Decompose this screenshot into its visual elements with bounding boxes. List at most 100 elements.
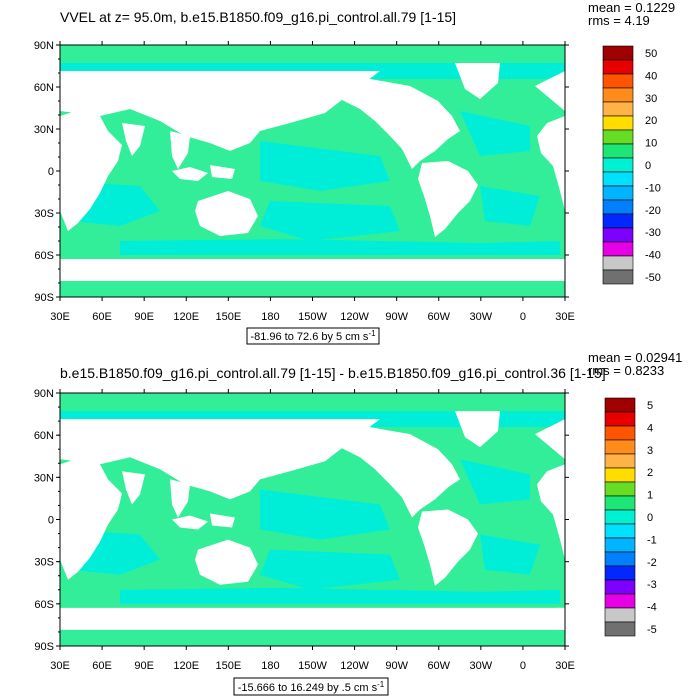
colorbar-label: -3 xyxy=(647,579,657,591)
colorbar-box xyxy=(604,481,636,497)
lat-tick-label: 90S xyxy=(34,292,54,304)
colorbar-label: 3 xyxy=(647,445,653,457)
colorbar-box xyxy=(604,621,636,637)
range-box xyxy=(233,677,389,696)
colorbar-label: 0 xyxy=(645,160,651,172)
lon-tick-label: 90W xyxy=(385,660,408,672)
lon-tick-label: 120E xyxy=(173,311,199,323)
lon-tick-label: 0 xyxy=(520,660,526,672)
lon-tick-label: 120W xyxy=(340,311,369,323)
colorbar-box xyxy=(604,565,636,581)
lon-tick-label: 60W xyxy=(427,660,450,672)
range-label: -15.666 to 16.249 by .5 cm s-1 xyxy=(238,680,385,694)
lon-tick-label: 30E xyxy=(555,311,575,323)
colorbar-box xyxy=(602,143,634,159)
colorbar-box xyxy=(602,73,634,89)
lon-tick-label: 60E xyxy=(92,660,112,672)
lon-tick-label: 30W xyxy=(470,660,493,672)
lat-tick-label: 60N xyxy=(34,82,54,94)
colorbar-box xyxy=(604,523,636,539)
colorbar-label: -30 xyxy=(645,227,661,239)
lon-tick-label: 90W xyxy=(385,311,408,323)
colorbar-label: -40 xyxy=(645,250,661,262)
colorbar-box xyxy=(602,129,634,145)
lon-tick-label: 90E xyxy=(134,660,154,672)
rms-label: rms = 4.19 xyxy=(588,13,650,28)
lat-tick-label: 0 xyxy=(48,166,54,178)
range-box xyxy=(246,327,380,345)
panel-title: VVEL at z= 95.0m, b.e15.B1850.f09_g16.pi… xyxy=(60,9,456,25)
colorbar-label: -4 xyxy=(647,602,657,614)
colorbar-box xyxy=(602,269,634,285)
lon-tick-label: 120E xyxy=(173,660,199,672)
colorbar-box xyxy=(604,579,636,595)
lat-tick-label: 60S xyxy=(34,250,54,262)
lat-tick-label: 30N xyxy=(34,124,54,136)
map-field xyxy=(60,45,565,297)
lat-tick-label: 30N xyxy=(34,472,54,484)
colorbar-box xyxy=(602,227,634,243)
lat-tick-label: 60S xyxy=(34,599,54,611)
colorbar-box xyxy=(604,607,636,623)
colorbar-box xyxy=(602,115,634,131)
colorbar-label: -5 xyxy=(647,624,657,636)
lon-tick-label: 180 xyxy=(261,311,279,323)
lon-tick-label: 30E xyxy=(50,311,70,323)
colorbar-label: 5 xyxy=(647,400,653,412)
mean-label: mean = 0.02941 xyxy=(588,350,682,365)
map-panel-1: VVEL at z= 95.0m, b.e15.B1850.f09_g16.pi… xyxy=(34,0,675,345)
colorbar-box xyxy=(602,241,634,257)
colorbar-label: 30 xyxy=(645,93,657,105)
panel-title: b.e15.B1850.f09_g16.pi_control.all.79 [1… xyxy=(60,365,606,381)
colorbar-box xyxy=(602,255,634,271)
lon-tick-label: 150W xyxy=(298,660,327,672)
colorbar-label: -1 xyxy=(647,534,657,546)
colorbar-label: 4 xyxy=(647,422,653,434)
colorbar-label: -2 xyxy=(647,557,657,569)
colorbar-box xyxy=(602,199,634,215)
colorbar-box xyxy=(604,467,636,483)
colorbar-box xyxy=(604,551,636,567)
colorbar-box xyxy=(604,397,636,413)
map-panel-2: b.e15.B1850.f09_g16.pi_control.all.79 [1… xyxy=(34,350,682,696)
mean-label: mean = 0.1229 xyxy=(588,0,675,15)
lon-tick-label: 150E xyxy=(215,311,241,323)
lon-tick-label: 0 xyxy=(520,311,526,323)
map-field xyxy=(60,393,565,646)
lon-tick-label: 150W xyxy=(298,311,327,323)
lon-tick-label: 30E xyxy=(50,660,70,672)
rms-label: rms = 0.8233 xyxy=(588,363,664,378)
colorbar-box xyxy=(604,439,636,455)
colorbar-box xyxy=(604,509,636,525)
range-label: -81.96 to 72.6 by 5 cm s-1 xyxy=(250,329,376,343)
colorbar-label: 40 xyxy=(645,70,657,82)
colorbar-label: 20 xyxy=(645,115,657,127)
lon-tick-label: 30E xyxy=(555,660,575,672)
colorbar: 50 40 30 20 10 0 -10 -20 -30 -40 -50 xyxy=(602,45,661,285)
colorbar-box xyxy=(602,185,634,201)
colorbar-box xyxy=(604,453,636,469)
colorbar-label: 1 xyxy=(647,490,653,502)
colorbar-box xyxy=(602,171,634,187)
colorbar-box xyxy=(602,59,634,75)
colorbar-box xyxy=(602,213,634,229)
colorbar-box xyxy=(604,411,636,427)
colorbar-box xyxy=(604,495,636,511)
colorbar-box xyxy=(602,101,634,117)
colorbar-label: 0 xyxy=(647,512,653,524)
colorbar-box xyxy=(602,157,634,173)
lat-tick-label: 90S xyxy=(34,641,54,653)
colorbar: 5 4 3 2 1 0 -1 -2 -3 -4 -5 xyxy=(604,397,657,637)
lat-tick-label: 0 xyxy=(48,515,54,527)
lat-tick-label: 60N xyxy=(34,430,54,442)
colorbar-label: -50 xyxy=(645,272,661,284)
lon-tick-label: 180 xyxy=(261,660,279,672)
colorbar-label: 10 xyxy=(645,138,657,150)
lon-tick-label: 60E xyxy=(92,311,112,323)
lat-tick-label: 90N xyxy=(34,388,54,400)
lon-tick-label: 30W xyxy=(470,311,493,323)
lat-tick-label: 30S xyxy=(34,208,54,220)
colorbar-box xyxy=(602,45,634,61)
lon-tick-label: 90E xyxy=(134,311,154,323)
